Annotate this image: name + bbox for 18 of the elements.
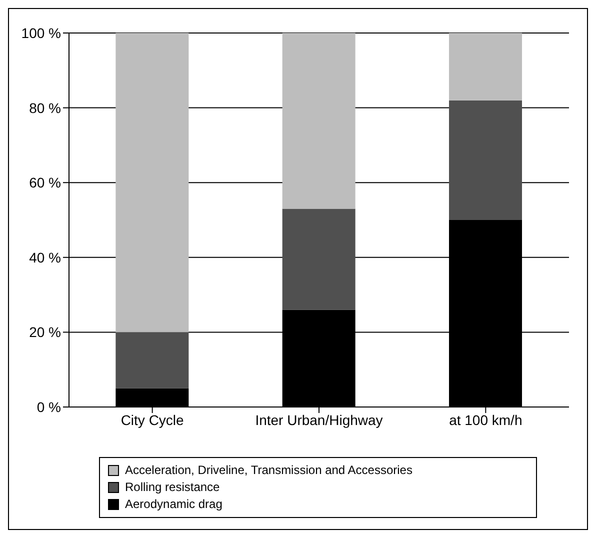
bar <box>116 33 189 332</box>
bar <box>449 33 522 100</box>
x-tick-label: Inter Urban/Highway <box>255 412 383 428</box>
bar <box>449 100 522 220</box>
x-tick-label: City Cycle <box>120 412 184 428</box>
legend-label: Rolling resistance <box>125 479 220 496</box>
x-tick-label: at 100 km/h <box>449 412 522 428</box>
legend-label: Acceleration, Driveline, Transmission and Accessories <box>125 462 412 479</box>
y-tick-label: 20 % <box>29 324 61 340</box>
y-tick-label: 60 % <box>29 174 61 191</box>
legend-label: Aerodynamic drag <box>125 496 222 513</box>
bar <box>116 332 189 388</box>
y-tick-label: 80 % <box>29 100 61 116</box>
bar <box>282 33 356 209</box>
y-tick-label: 40 % <box>29 249 61 266</box>
y-tick-label: 100 % <box>21 24 61 41</box>
bar <box>282 208 356 310</box>
y-tick-label: 0 % <box>36 398 61 415</box>
